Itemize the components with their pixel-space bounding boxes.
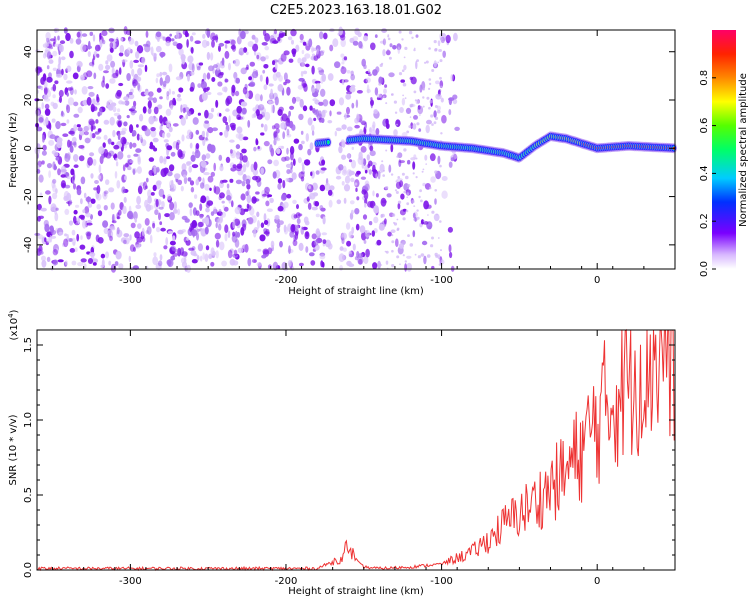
snr-x-ticks: -300 -200 -100 0: [52, 330, 676, 587]
snr-x-tick-label: 0: [594, 576, 600, 587]
snr-series-line: [36, 328, 675, 572]
snr-y-tick-label: 1.5: [23, 337, 34, 353]
colorbar-tick-label: 0.8: [699, 70, 710, 86]
spectrogram-y-tick-label: -40: [23, 237, 34, 253]
colorbar-label: Normalized spectral amplitude: [738, 73, 749, 227]
snr-background: [37, 330, 675, 570]
snr-x-label: Height of straight line (km): [288, 586, 424, 597]
spectrogram-y-ticks: -40 -20 0 20 40: [23, 45, 675, 253]
spectrogram-x-tick-label: -200: [275, 275, 298, 286]
spectrogram-x-label: Height of straight line (km): [288, 286, 424, 297]
spectrogram-y-tick-label: 0: [23, 145, 34, 151]
colorbar-tick-label: 0.2: [699, 213, 710, 229]
spectrogram-plot-area: [34, 26, 677, 273]
spectrogram-y-label: Frequency (Hz): [8, 112, 19, 188]
spectrogram-x-tick-label: -100: [430, 275, 453, 286]
snr-panel: -300 -200 -100 0 0.0 0.5 1.0 1.5 Height of str…: [7, 309, 676, 597]
snr-y-tick-label: 1.0: [23, 412, 34, 428]
snr-y-multiplier: (x104): [7, 309, 20, 340]
spectrogram-x-ticks: -300 -200 -100 0: [52, 30, 676, 286]
spectrogram-x-tick-label: -300: [119, 275, 142, 286]
figure-title: C2E5.2023.163.18.01.G02: [270, 3, 442, 18]
colorbar-ticks: 0.0 0.2 0.4 0.6 0.8: [699, 70, 716, 277]
spectrogram-x-tick-label: 0: [594, 275, 600, 286]
spectrogram-y-tick-label: 40: [23, 45, 34, 58]
snr-x-tick-label: -100: [430, 576, 453, 587]
colorbar: 0.0 0.2 0.4 0.6 0.8 Normalized spectral ampl…: [699, 30, 749, 277]
colorbar-gradient: [712, 30, 736, 269]
spectrogram-signal-track: [313, 131, 677, 163]
snr-y-tick-label: 0.0: [23, 562, 34, 578]
snr-y-label: SNR (10 * v/v): [8, 414, 19, 485]
snr-y-tick-label: 0.5: [23, 487, 34, 503]
snr-y-ticks: 0.0 0.5 1.0 1.5: [23, 337, 675, 578]
snr-x-tick-label: -200: [275, 576, 298, 587]
colorbar-tick-label: 0.4: [699, 165, 710, 181]
spectrogram-y-tick-label: -20: [23, 188, 34, 204]
colorbar-tick-label: 0.0: [699, 261, 710, 277]
colorbar-tick-label: 0.6: [699, 118, 710, 134]
spectrogram-frame: [36, 29, 676, 270]
snr-x-tick-label: -300: [119, 576, 142, 587]
spectrogram-y-tick-label: 20: [23, 94, 34, 107]
